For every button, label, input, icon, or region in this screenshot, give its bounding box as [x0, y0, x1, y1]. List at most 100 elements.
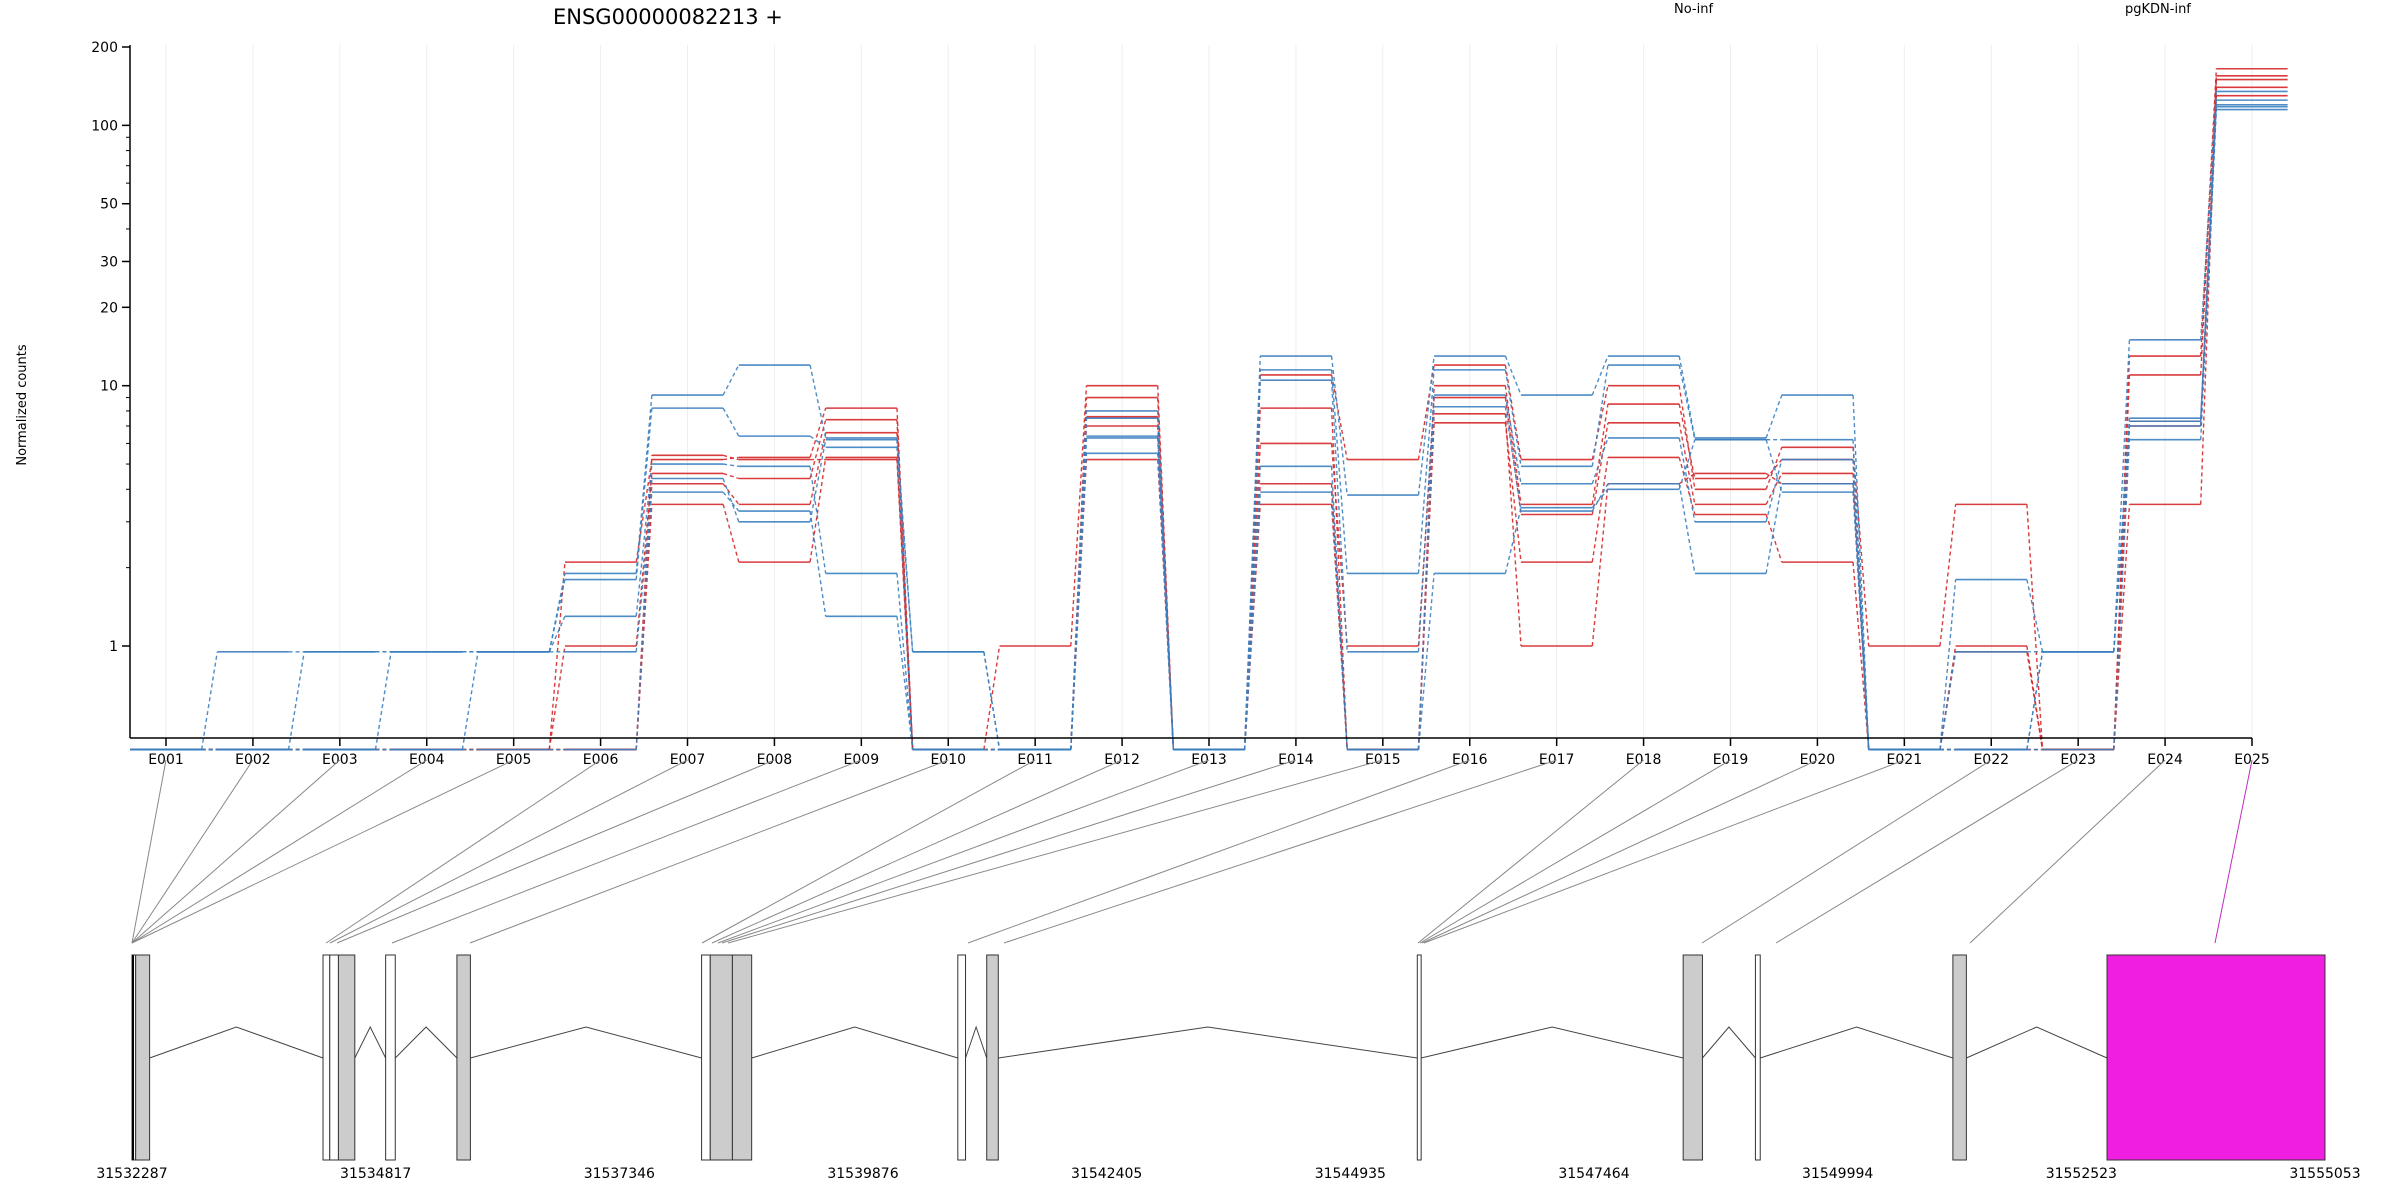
y-axis-label: Normalized counts: [15, 344, 30, 466]
connector-line: [1419, 759, 1731, 944]
exon-block: [957, 954, 967, 1161]
data-connector: [548, 562, 566, 750]
connector-line: [131, 759, 254, 944]
intron-line: [354, 1025, 387, 1059]
data-connector: [896, 439, 914, 750]
connector-line-highlight: [2214, 759, 2253, 944]
data-connector: [1591, 403, 1609, 505]
data-connector: [1591, 483, 1609, 512]
intron-line: [1966, 1026, 2108, 1059]
data-connector: [1330, 466, 1348, 750]
data-connector: [1939, 504, 1957, 647]
coordinate-label: 31552523: [2046, 1166, 2117, 1182]
intron-line: [1421, 1026, 1684, 1059]
x-tick-label: E014: [1278, 752, 1314, 768]
data-connector: [635, 473, 653, 647]
exon-block: [1952, 954, 1967, 1161]
data-connector: [1678, 403, 1696, 479]
connector-line: [336, 759, 775, 944]
data-connector: [1678, 364, 1696, 440]
data-connector: [809, 466, 827, 574]
data-connector: [1504, 394, 1522, 484]
data-connector: [1157, 418, 1175, 750]
coordinate-label: 31539876: [827, 1166, 898, 1182]
exon-block: [329, 954, 339, 1161]
connector-line: [1423, 759, 1905, 944]
series-pgkdn-inf: [130, 99, 2288, 751]
data-connector: [1678, 437, 1696, 522]
data-connector: [1070, 418, 1088, 750]
data-connector: [723, 456, 739, 461]
y-tick-label: 20: [100, 300, 118, 316]
exon-block: [701, 954, 711, 1161]
data-connector: [1504, 413, 1522, 647]
x-tick-label: E024: [2147, 752, 2183, 768]
connector-line: [1701, 759, 1992, 944]
coordinate-label: 31542405: [1071, 1166, 1142, 1182]
data-connector: [1852, 492, 1870, 750]
intron-line: [965, 1025, 988, 1059]
data-connector: [1417, 369, 1435, 574]
connector-line: [717, 759, 1210, 944]
data-connector: [1504, 355, 1522, 396]
data-connector: [1765, 439, 1783, 493]
data-connector: [722, 504, 740, 563]
exon-block: [337, 954, 356, 1161]
legend-label-no-inf: No-inf: [1674, 2, 1713, 17]
legend-label-pgkdn-inf: pgKDN-inf: [2125, 2, 2191, 17]
data-connector: [287, 651, 305, 750]
data-connector: [722, 478, 740, 523]
connector-line: [469, 759, 949, 944]
data-connector: [722, 454, 739, 461]
data-connector: [1417, 406, 1435, 750]
data-connector: [1765, 514, 1783, 563]
data-connector: [1504, 385, 1522, 505]
intron-line: [751, 1026, 958, 1059]
data-connector: [1330, 374, 1348, 460]
connector-line: [1421, 759, 1818, 944]
y-tick-label: 30: [100, 254, 118, 270]
x-tick-label: E006: [583, 752, 619, 768]
intron-line: [1702, 1026, 1756, 1059]
connector-line: [721, 759, 1297, 944]
data-connector: [548, 573, 566, 652]
series-pgkdn-inf: [130, 108, 2288, 751]
exon-block: [1682, 954, 1703, 1161]
connector-line: [967, 759, 1470, 944]
data-connector: [896, 616, 914, 750]
data-connector: [635, 504, 653, 750]
connector-line: [131, 759, 167, 944]
data-connector: [1243, 466, 1261, 750]
data-connector: [722, 407, 740, 437]
exon-block: [1416, 954, 1422, 1161]
data-connector: [1852, 395, 1870, 750]
connector-line: [131, 759, 341, 944]
data-connector: [1070, 385, 1088, 647]
data-connector: [1765, 459, 1783, 522]
data-connector: [1504, 507, 1522, 574]
data-connector: [809, 432, 827, 505]
data-connector: [1330, 408, 1348, 750]
data-connector: [1852, 562, 1870, 750]
data-connector: [1852, 447, 1870, 647]
data-connector: [2113, 504, 2131, 750]
coordinate-axis: 31532287 31534817 31537346 31539876 31542405…: [96, 1166, 2360, 1182]
data-connector: [1678, 457, 1696, 515]
exon-block: [1754, 954, 1761, 1161]
data-connector: [896, 573, 914, 750]
exon-block: [731, 954, 753, 1161]
data-connector: [1591, 364, 1609, 467]
exon-block: [322, 954, 331, 1161]
data-connector: [1852, 459, 1870, 750]
data-connector: [1330, 369, 1348, 574]
data-connector: [809, 510, 827, 617]
y-tick-label: 50: [100, 197, 118, 213]
data-connector: [983, 645, 1001, 750]
exon-block: [135, 954, 151, 1161]
coordinate-label: 31544935: [1315, 1166, 1386, 1182]
data-connector: [896, 447, 914, 652]
intron-line: [394, 1026, 458, 1059]
exon-block: [385, 954, 396, 1161]
data-connector: [1504, 422, 1522, 563]
